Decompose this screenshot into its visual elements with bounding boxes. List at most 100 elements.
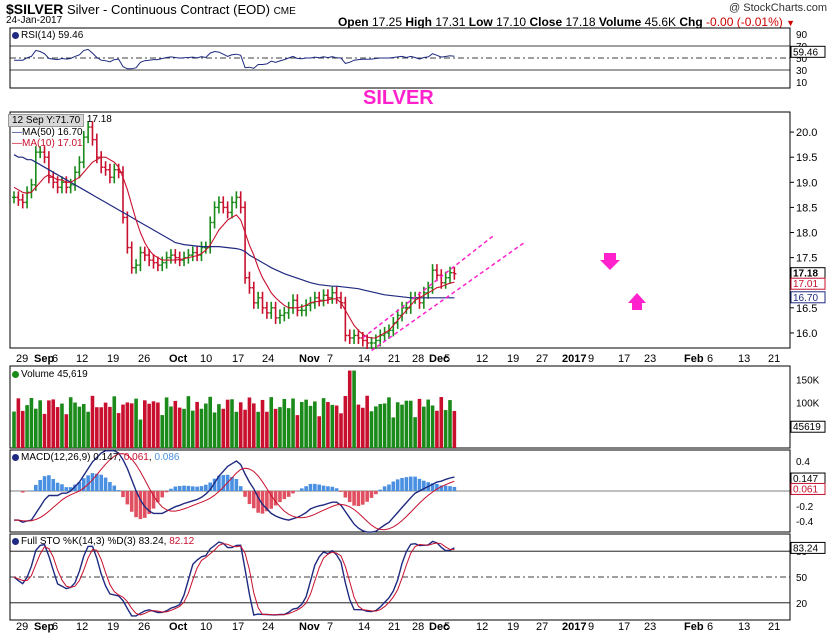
macd-hist-bar bbox=[217, 475, 221, 491]
x-tick-label-bottom: 5 bbox=[444, 621, 450, 633]
volume-bar bbox=[221, 408, 226, 448]
macd-hist-bar bbox=[395, 479, 400, 491]
macd-hist-bar bbox=[269, 491, 274, 509]
macd-y-tick-label: -0.4 bbox=[796, 517, 814, 528]
macd-hist-bar bbox=[90, 473, 95, 491]
volume-bar bbox=[352, 370, 356, 448]
volume-bar bbox=[182, 408, 186, 448]
volume-bar bbox=[68, 397, 73, 448]
volume-bar bbox=[347, 370, 352, 448]
macd-hist-bar bbox=[156, 491, 160, 503]
macd-hist-bar bbox=[361, 491, 365, 505]
volume-bar bbox=[16, 398, 21, 448]
macd-hist-bar bbox=[256, 491, 260, 513]
x-tick-label-bottom: 6 bbox=[52, 621, 58, 633]
price-y-tick-label: 17.5 bbox=[796, 253, 817, 265]
macd-hist-bar bbox=[125, 491, 130, 505]
x-tick-label: 9 bbox=[588, 353, 594, 365]
macd-hist-bar bbox=[369, 491, 374, 498]
x-tick-label: 28 bbox=[412, 353, 424, 365]
x-tick-label: Nov bbox=[299, 353, 321, 365]
macd-hist-bar bbox=[173, 486, 178, 491]
volume-bar bbox=[160, 415, 165, 448]
volume-bar bbox=[156, 402, 160, 448]
macd-hist-bar bbox=[260, 491, 265, 514]
macd-hist-bar bbox=[147, 491, 151, 515]
macd-hist-bar bbox=[413, 476, 417, 491]
x-tick-label-bottom: 7 bbox=[327, 621, 333, 633]
volume-bar bbox=[25, 405, 29, 448]
macd-hist-bar bbox=[138, 491, 143, 520]
close-value: 17.18 bbox=[565, 15, 596, 29]
macd-value: 0.147 bbox=[93, 452, 119, 463]
ma50-line bbox=[13, 154, 455, 299]
x-tick-label: Feb bbox=[684, 353, 704, 365]
price-y-tick-label: 19.0 bbox=[796, 177, 817, 189]
macd-hist-bar bbox=[439, 485, 444, 491]
macd-hist-bar bbox=[151, 491, 156, 509]
x-tick-label: 6 bbox=[707, 353, 713, 365]
macd-hist-bar bbox=[352, 491, 356, 506]
x-tick-label-bottom: 19 bbox=[107, 621, 119, 633]
ma50-label: —MA(50) 16.70 bbox=[12, 127, 83, 138]
low-label: Low bbox=[468, 15, 493, 29]
volume-bar bbox=[234, 411, 239, 448]
ma10-line bbox=[13, 156, 455, 339]
volume-bar bbox=[42, 413, 47, 448]
macd-y-tick-label: 0.4 bbox=[796, 457, 810, 468]
macd-hist-bar bbox=[190, 486, 195, 491]
sto-value-tag-text: 83.24 bbox=[793, 543, 818, 554]
volume-bar bbox=[378, 403, 383, 448]
volume-bar bbox=[51, 399, 56, 448]
volume-bar bbox=[81, 404, 86, 448]
volume-bar bbox=[116, 413, 121, 448]
x-tick-label: 29 bbox=[16, 353, 28, 365]
x-tick-label-bottom: 9 bbox=[588, 621, 594, 633]
x-tick-label-bottom: 6 bbox=[707, 621, 713, 633]
macd-hist-bar bbox=[382, 486, 387, 491]
macd-hist-bar bbox=[95, 473, 99, 491]
x-tick-label-bottom: Nov bbox=[299, 621, 321, 633]
volume-bar bbox=[47, 400, 51, 448]
macd-line bbox=[14, 450, 455, 533]
macd-hist-bar bbox=[417, 478, 422, 491]
macd-hist-bar bbox=[452, 486, 457, 491]
volume-bar bbox=[321, 398, 326, 448]
volume-bar bbox=[129, 403, 134, 448]
macd-hist-bar bbox=[143, 491, 147, 518]
price-value-tag-text: 17.01 bbox=[793, 279, 818, 290]
macd-hist-bar bbox=[112, 485, 117, 491]
macd-hist-bar bbox=[387, 484, 391, 491]
volume-bar bbox=[243, 409, 247, 448]
volume-bar bbox=[426, 399, 430, 448]
macd-hist-bar bbox=[304, 486, 308, 491]
x-tick-label-bottom: 2017 bbox=[562, 621, 586, 633]
macd-hist-bar bbox=[208, 482, 212, 491]
volume-bar bbox=[413, 417, 417, 448]
down-triangle-icon: ▼ bbox=[786, 18, 795, 28]
volume-bar bbox=[326, 402, 330, 448]
volume-bar bbox=[365, 395, 369, 448]
volume-bar bbox=[95, 407, 99, 448]
price-value-tag-text: 16.70 bbox=[793, 293, 818, 304]
sto-d-value: 82.12 bbox=[169, 536, 195, 547]
macd-hist-bar bbox=[430, 483, 435, 491]
ohlc-readout: Open 17.25 High 17.31 Low 17.10 Close 17… bbox=[338, 15, 795, 29]
macd-hist-bar bbox=[77, 482, 82, 491]
volume-bar bbox=[278, 407, 282, 448]
sto-pane-label: Full STO %K(14,3) %D(3) 83.24, 82.12 bbox=[12, 536, 194, 547]
macd-pane-label: MACD(12,26,9) 0.147, 0.061, 0.086 bbox=[12, 452, 179, 463]
chg-value: -0.00 (-0.01%) bbox=[706, 15, 783, 29]
volume-value-tag bbox=[790, 420, 826, 433]
price-y-tick-label: 18.0 bbox=[796, 228, 817, 240]
sto-y-tick-label: 20 bbox=[796, 599, 808, 610]
sto-label-text: Full STO %K(14,3) %D(3) bbox=[21, 536, 136, 547]
volume-bar bbox=[151, 401, 156, 448]
macd-signal-line bbox=[14, 453, 455, 531]
volume-bar bbox=[125, 402, 130, 448]
x-tick-label: Oct bbox=[169, 353, 188, 365]
macd-hist-bar bbox=[234, 478, 239, 491]
rsi-value-tag bbox=[790, 45, 826, 58]
volume-bar bbox=[86, 411, 90, 448]
macd-hist-bar bbox=[308, 483, 313, 491]
